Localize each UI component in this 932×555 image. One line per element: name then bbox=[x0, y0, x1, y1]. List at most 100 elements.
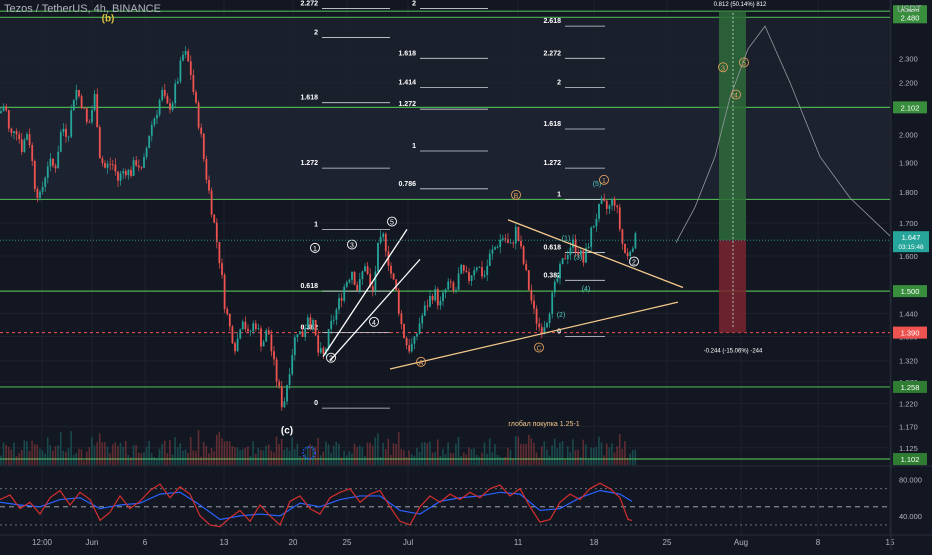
level-badge-5 bbox=[893, 380, 927, 393]
candle-body-33 bbox=[85, 108, 88, 122]
candle-body-86 bbox=[223, 274, 226, 309]
volume-bar-186 bbox=[483, 442, 486, 465]
candle-body-58 bbox=[150, 124, 153, 136]
y-tick-label-5: 1.800 bbox=[899, 188, 918, 197]
y-tick-label-1: 2.200 bbox=[899, 79, 918, 88]
level-badge-1 bbox=[893, 11, 927, 24]
candle-body-151 bbox=[392, 273, 395, 280]
volume-bar-20 bbox=[52, 450, 54, 465]
volume-bar-151 bbox=[392, 443, 395, 465]
volume-bar-50 bbox=[130, 457, 132, 465]
wave-circle-16 bbox=[629, 256, 639, 267]
symbol-title[interactable]: Tezos / TetherUS, 4h, BINANCE bbox=[4, 3, 161, 15]
volume-bar-153 bbox=[397, 432, 400, 465]
chart-header: Tezos / TetherUS, 4h, BINANCE bbox=[4, 3, 165, 15]
candle-body-205 bbox=[533, 300, 535, 309]
volume-bar-39 bbox=[101, 442, 104, 465]
candle-body-67 bbox=[174, 83, 177, 104]
candle-body-79 bbox=[205, 158, 208, 180]
volume-bar-231 bbox=[600, 442, 603, 465]
candle-body-103 bbox=[267, 330, 270, 335]
y-tick-label-13: 1.170 bbox=[899, 422, 918, 431]
volume-bar-239 bbox=[621, 448, 624, 465]
candle-body-83 bbox=[215, 222, 218, 243]
volume-bar-158 bbox=[410, 454, 413, 465]
volume-bar-15 bbox=[39, 448, 41, 465]
volume-bar-166 bbox=[431, 452, 434, 465]
volume-bar-98 bbox=[254, 453, 257, 465]
candle-body-91 bbox=[236, 338, 239, 352]
candle-body-21 bbox=[54, 165, 57, 169]
volume-bar-46 bbox=[119, 442, 122, 465]
candle-body-180 bbox=[468, 272, 470, 281]
volume-bar-16 bbox=[41, 450, 44, 465]
candle-body-12 bbox=[31, 145, 34, 161]
wave-label-0: (b) bbox=[102, 14, 115, 25]
y-tick-label-0: 2.300 bbox=[899, 54, 918, 63]
candle-body-133 bbox=[345, 282, 348, 287]
candle-body-230 bbox=[598, 204, 600, 219]
candle-body-110 bbox=[286, 385, 288, 402]
candle-body-154 bbox=[400, 313, 403, 325]
volume-bar-52 bbox=[135, 444, 137, 465]
candle-body-159 bbox=[413, 336, 416, 344]
volume-bar-40 bbox=[104, 442, 106, 465]
candle-body-112 bbox=[291, 355, 294, 375]
candle-body-137 bbox=[356, 284, 359, 291]
volume-bar-127 bbox=[330, 452, 332, 465]
volume-bar-207 bbox=[538, 457, 540, 465]
volume-bar-47 bbox=[122, 446, 124, 465]
volume-bar-80 bbox=[208, 453, 210, 465]
wave-label-1: (c) bbox=[281, 425, 293, 436]
volume-bar-190 bbox=[494, 444, 496, 465]
volume-bar-196 bbox=[509, 449, 512, 465]
volume-bar-55 bbox=[143, 452, 145, 465]
x-tick-label-5: 25 bbox=[343, 538, 352, 547]
candle-body-191 bbox=[496, 246, 499, 248]
volume-bar-233 bbox=[605, 443, 608, 465]
volume-bar-156 bbox=[405, 457, 408, 465]
candle-body-102 bbox=[265, 330, 268, 342]
stop-zone bbox=[719, 240, 746, 333]
volume-bar-37 bbox=[96, 442, 98, 465]
candle-body-184 bbox=[478, 267, 481, 268]
wave-circle-18 bbox=[731, 89, 741, 100]
rsi-ma-line bbox=[0, 489, 633, 521]
candle-body-56 bbox=[145, 147, 148, 158]
candle-body-15 bbox=[39, 191, 41, 198]
y-tick-label-7: 1.600 bbox=[899, 252, 918, 261]
candle-body-237 bbox=[616, 205, 619, 208]
volume-bar-116 bbox=[301, 457, 304, 465]
volume-bar-203 bbox=[527, 434, 530, 465]
volume-bar-92 bbox=[239, 450, 241, 465]
candle-body-5 bbox=[13, 131, 15, 133]
candle-body-70 bbox=[182, 54, 184, 61]
candle-body-193 bbox=[501, 238, 504, 240]
volume-bar-72 bbox=[187, 452, 189, 465]
candle-body-59 bbox=[153, 118, 156, 125]
fib-ratio-0-0: 2.272 bbox=[300, 1, 318, 8]
volume-bar-35 bbox=[91, 437, 93, 465]
volume-bar-199 bbox=[517, 436, 520, 465]
volume-bar-234 bbox=[608, 447, 611, 465]
candle-body-207 bbox=[538, 323, 541, 328]
volume-bar-218 bbox=[566, 446, 569, 465]
y-tick-label-14: 1.125 bbox=[899, 444, 918, 453]
volume-bar-86 bbox=[223, 441, 226, 465]
candle-body-229 bbox=[595, 218, 598, 227]
candle-body-93 bbox=[241, 321, 244, 330]
triangle-support bbox=[389, 301, 679, 370]
volume-bar-54 bbox=[140, 453, 143, 465]
candle-body-1 bbox=[2, 106, 5, 112]
wave-circle-19 bbox=[739, 57, 749, 68]
volume-bar-183 bbox=[475, 455, 478, 465]
stop-badge-text: 1.390 bbox=[901, 329, 920, 338]
candle-body-108 bbox=[280, 386, 283, 408]
candle-body-60 bbox=[156, 114, 158, 119]
candle-body-231 bbox=[600, 198, 603, 205]
candle-body-104 bbox=[270, 334, 273, 352]
x-tick-label-7: 11 bbox=[514, 538, 523, 547]
volume-bar-74 bbox=[192, 450, 195, 465]
wave-circle-5 bbox=[369, 316, 379, 327]
candle-body-31 bbox=[80, 96, 83, 108]
